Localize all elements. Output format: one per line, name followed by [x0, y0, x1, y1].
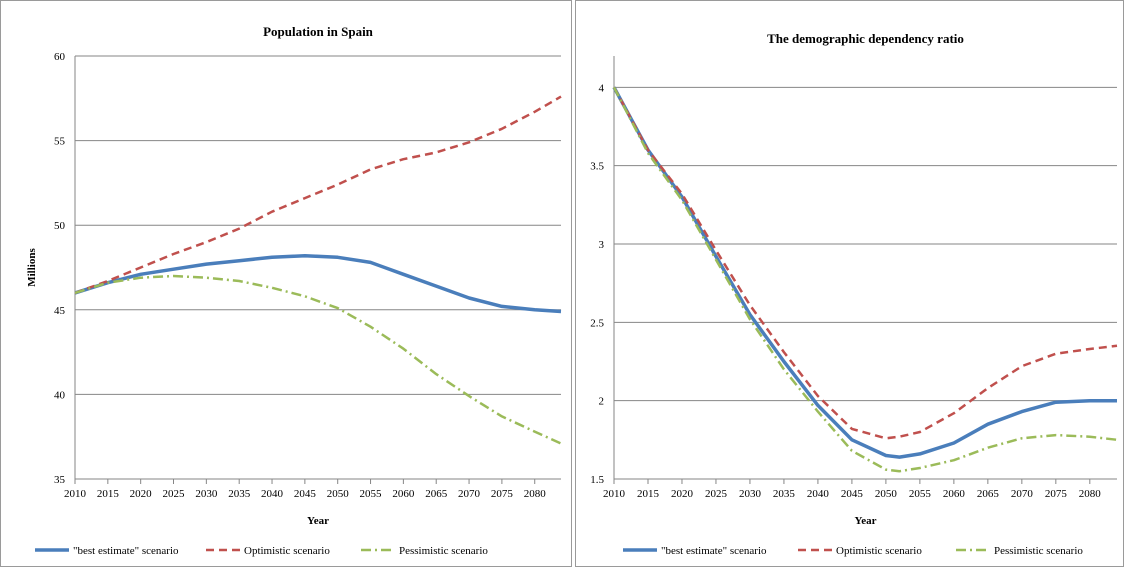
y-tick-label: 3.5	[590, 161, 604, 173]
dependency-ratio-chart: The demographic dependency ratio 1.5 2 2.5 3…	[590, 31, 1118, 557]
x-tick-label: 2075	[1045, 488, 1068, 500]
population-chart: Population in Spain 35 40 45 50 55 60 2010 2015 2…	[26, 24, 562, 557]
y-tick-label: 45	[54, 305, 66, 317]
legend-label: "best estimate" scenario	[73, 545, 179, 557]
x-tick-label: 2040	[261, 488, 284, 500]
series-line-solid	[612, 86, 1117, 459]
x-tick-label: 2020	[130, 488, 153, 500]
x-tick-label: 2020	[671, 488, 694, 500]
chart-panel-population: Population in Spain 35 40 45 50 55 60 2010 2015 2…	[0, 0, 572, 567]
series-line-dashdot	[74, 274, 562, 445]
y-tick-label: 35	[54, 474, 66, 486]
y-tick-label: 50	[54, 220, 66, 232]
x-tick-label: 2010	[64, 488, 87, 500]
x-tick-label: 2045	[841, 488, 864, 500]
chart-title: Population in Spain	[263, 24, 374, 39]
chart-title: The demographic dependency ratio	[767, 31, 964, 46]
y-tick-label: 60	[54, 51, 66, 63]
x-tick-label: 2035	[773, 488, 796, 500]
x-tick-label: 2055	[909, 488, 932, 500]
legend-label: "best estimate" scenario	[661, 545, 767, 557]
series-line-dashdot	[612, 86, 1118, 473]
series-line-dashed	[612, 86, 1118, 440]
x-tick-label: 2050	[875, 488, 898, 500]
y-tick-label: 2	[599, 396, 605, 408]
x-tick-label: 2015	[97, 488, 120, 500]
x-tick-label: 2025	[705, 488, 728, 500]
x-tick-label: 2070	[1011, 488, 1034, 500]
series-line-dashed	[74, 95, 562, 295]
y-tick-label: 2.5	[590, 317, 604, 329]
x-tick-label: 2010	[603, 488, 626, 500]
x-tick-label: 2060	[943, 488, 966, 500]
x-tick-label: 2045	[294, 488, 317, 500]
series-line-solid	[74, 253, 562, 314]
x-tick-label: 2055	[360, 488, 383, 500]
x-axis-label: Year	[307, 515, 329, 527]
y-tick-label: 1.5	[590, 474, 604, 486]
x-tick-label: 2035	[228, 488, 251, 500]
x-tick-label: 2015	[637, 488, 660, 500]
x-tick-label: 2030	[195, 488, 218, 500]
legend-label: Pessimistic scenario	[994, 545, 1083, 557]
x-tick-label: 2070	[458, 488, 481, 500]
x-tick-label: 2080	[1079, 488, 1102, 500]
x-tick-label: 2065	[425, 488, 448, 500]
x-tick-label: 2065	[977, 488, 1000, 500]
legend-label: Optimistic scenario	[244, 545, 330, 557]
x-tick-label: 2030	[739, 488, 762, 500]
x-axis-label: Year	[855, 515, 877, 527]
y-axis-label: Millions	[26, 248, 38, 287]
legend-label: Optimistic scenario	[836, 545, 922, 557]
x-tick-label: 2075	[491, 488, 514, 500]
x-tick-label: 2060	[392, 488, 415, 500]
y-tick-label: 3	[599, 239, 605, 251]
y-tick-label: 55	[54, 136, 66, 148]
y-tick-label: 40	[54, 389, 66, 401]
x-tick-label: 2040	[807, 488, 830, 500]
y-tick-label: 4	[599, 82, 605, 94]
chart-panel-dependency: The demographic dependency ratio 1.5 2 2.5 3…	[575, 0, 1124, 567]
x-tick-label: 2025	[163, 488, 186, 500]
legend-label: Pessimistic scenario	[399, 545, 488, 557]
x-tick-label: 2080	[524, 488, 547, 500]
x-tick-label: 2050	[327, 488, 350, 500]
